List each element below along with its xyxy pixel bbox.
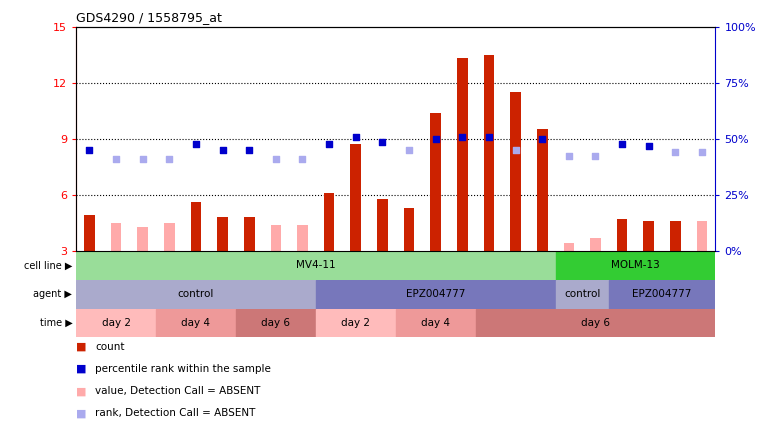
Point [616,141,629,148]
Bar [316,280,556,309]
Point [536,135,548,143]
Text: day 6: day 6 [581,318,610,328]
Bar [156,309,236,337]
Point [190,141,202,148]
Point [376,139,388,146]
Bar [316,309,396,337]
Bar [563,243,574,251]
Bar [556,280,609,309]
Text: EPZ004777: EPZ004777 [406,289,466,299]
Point [296,156,308,163]
Bar [218,217,228,251]
Bar [76,280,316,309]
Point [243,147,255,154]
Bar [190,202,201,251]
Point [670,148,682,155]
Text: time ▶: time ▶ [40,318,72,328]
Text: control: control [178,289,214,299]
Text: ■: ■ [76,364,87,374]
Text: ■: ■ [76,386,87,396]
Point [456,133,468,140]
Bar [297,225,307,251]
Point [137,156,149,163]
Text: GDS4290 / 1558795_at: GDS4290 / 1558795_at [76,11,222,24]
Text: ■: ■ [76,408,87,419]
Bar [111,223,122,251]
Bar [350,144,361,251]
Point [269,156,282,163]
Bar [137,226,148,251]
Bar [431,113,441,251]
Text: day 2: day 2 [341,318,371,328]
Point [642,143,654,150]
Bar [457,59,467,251]
Text: day 2: day 2 [101,318,131,328]
Point [696,148,708,155]
Text: MV4-11: MV4-11 [296,260,336,270]
Bar [476,309,715,337]
Point [589,152,601,159]
Point [429,135,441,143]
Bar [244,217,254,251]
Bar [510,92,521,251]
Bar [236,309,316,337]
Bar [616,219,627,251]
Bar [76,309,156,337]
Bar [270,225,281,251]
Point [349,133,362,140]
Bar [537,129,547,251]
Point [163,156,175,163]
Point [110,156,122,163]
Text: MOLM-13: MOLM-13 [611,260,660,270]
Bar [164,223,174,251]
Bar [591,238,601,251]
Text: day 6: day 6 [261,318,291,328]
Point [323,141,335,148]
Point [84,147,96,154]
Point [216,147,228,154]
Text: day 4: day 4 [181,318,211,328]
Bar [396,309,476,337]
Text: control: control [564,289,600,299]
Bar [377,198,387,251]
Text: value, Detection Call = ABSENT: value, Detection Call = ABSENT [95,386,260,396]
Text: percentile rank within the sample: percentile rank within the sample [95,364,271,374]
Text: ■: ■ [76,342,87,352]
Bar [556,251,715,280]
Bar [403,208,414,251]
Bar [696,221,707,251]
Text: agent ▶: agent ▶ [33,289,72,299]
Text: EPZ004777: EPZ004777 [632,289,692,299]
Text: count: count [95,342,125,352]
Bar [643,221,654,251]
Bar [484,55,495,251]
Bar [324,193,335,251]
Bar [670,221,680,251]
Text: cell line ▶: cell line ▶ [24,260,72,270]
Bar [76,251,556,280]
Text: rank, Detection Call = ABSENT: rank, Detection Call = ABSENT [95,408,256,419]
Bar [609,280,715,309]
Point [482,133,495,140]
Point [403,147,416,154]
Bar [84,215,94,251]
Point [509,147,521,154]
Text: day 4: day 4 [421,318,451,328]
Point [562,152,575,159]
